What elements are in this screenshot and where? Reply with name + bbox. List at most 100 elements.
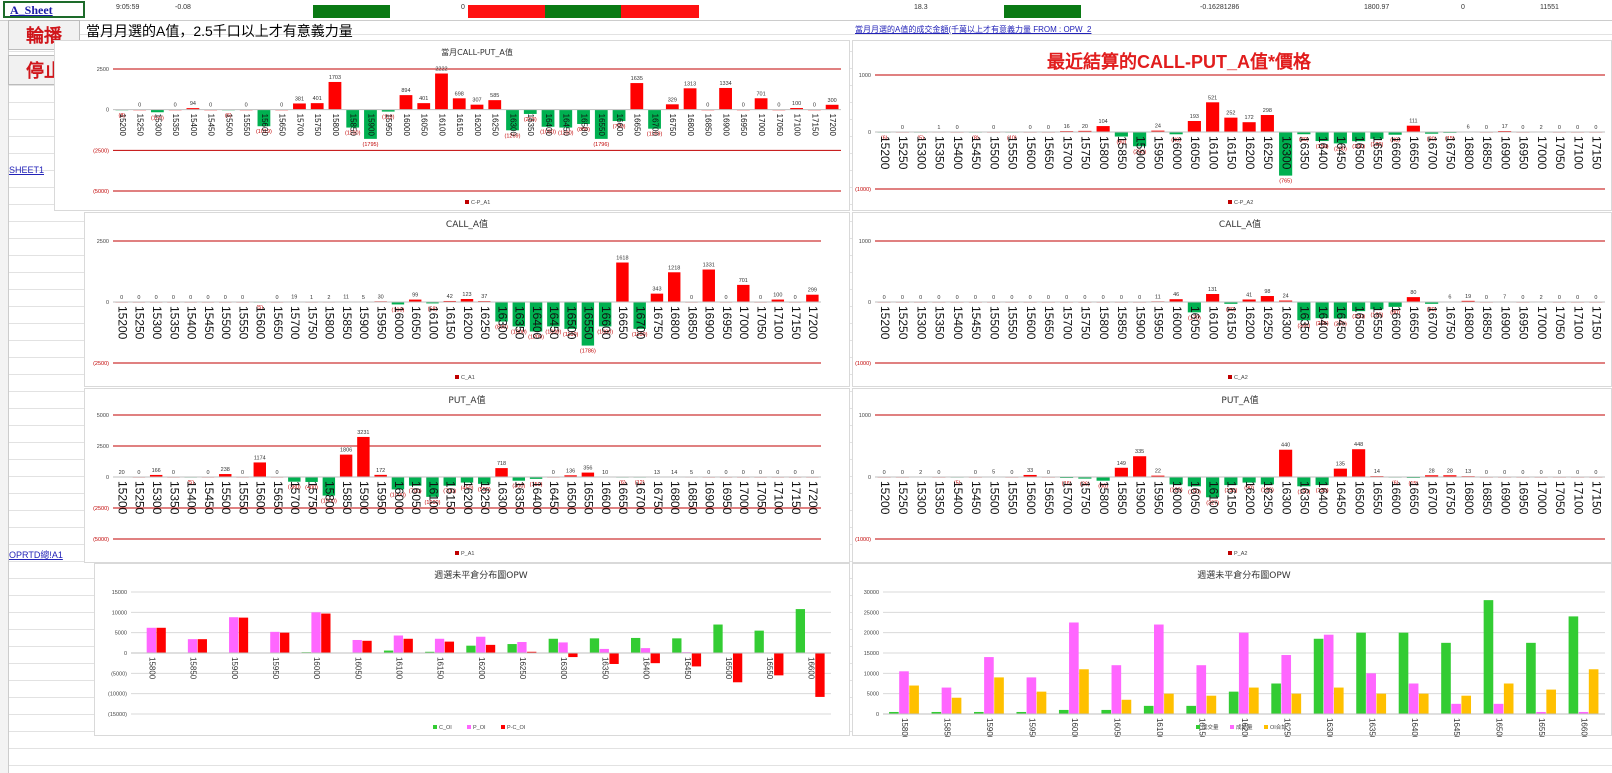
- data-label: 2: [1540, 125, 1543, 131]
- opw-source-link[interactable]: 當月月選的A值的成交金額(千萬以上才有意義力量 FROM : OPW_2: [855, 25, 1092, 34]
- bar: [374, 474, 387, 477]
- data-label: 0: [172, 295, 175, 301]
- x-tick-label: 16450: [683, 657, 692, 680]
- y-tick-label: 5000: [867, 692, 879, 698]
- x-tick-label: 16850: [685, 306, 699, 340]
- x-tick-label: 16400: [1410, 718, 1419, 737]
- bar: [399, 95, 413, 110]
- sheet1-link[interactable]: SHEET1: [9, 165, 45, 175]
- data-label: 0: [901, 470, 904, 476]
- x-tick-label: 16050: [1188, 481, 1202, 515]
- x-tick-label: 15900: [357, 481, 371, 515]
- data-label: 10: [602, 470, 608, 476]
- value-cell-2: 0: [461, 4, 465, 11]
- x-tick-label: 17100: [772, 306, 786, 340]
- bar: [1313, 638, 1324, 714]
- y-tick-label: (10000): [108, 692, 127, 698]
- x-tick-label: 15750: [305, 306, 319, 340]
- x-tick-label: 15900: [230, 657, 239, 680]
- y-tick-label: 1000: [859, 73, 871, 79]
- data-label: 0: [209, 103, 212, 109]
- x-tick-label: 15400: [951, 136, 965, 170]
- x-tick-label: 15800: [147, 657, 156, 680]
- data-label: (800): [495, 325, 508, 331]
- bar: [1483, 600, 1494, 714]
- bar: [713, 624, 723, 653]
- bar: [774, 653, 784, 676]
- bar: [321, 613, 331, 653]
- data-label: (1795): [363, 142, 379, 148]
- x-tick-label: 16450: [1334, 306, 1348, 340]
- data-label: (700): [613, 124, 626, 130]
- data-label: 3231: [357, 430, 369, 436]
- x-tick-label: 15750: [313, 114, 322, 137]
- data-label: 0: [1485, 125, 1488, 131]
- bar: [1279, 132, 1293, 176]
- call2-chart: CALL_A值 1000 0 (1000) 0 15200 0 15250 0 15300 0 153…: [855, 218, 1605, 381]
- data-label: (6): [1392, 480, 1399, 486]
- bar: [328, 81, 342, 110]
- cp2-chart: 1000 0 (1000) (6)15200 0 15250 (5)15300 1 15350 0…: [855, 73, 1605, 206]
- bar: [1333, 132, 1347, 144]
- data-label: (1209): [528, 334, 544, 340]
- bar: [1026, 677, 1037, 714]
- x-tick-label: 16200: [461, 481, 475, 515]
- x-tick-label: 15350: [171, 114, 180, 137]
- a-sheet-link[interactable]: A_Sheet: [10, 3, 53, 17]
- x-tick-label: 16550: [582, 306, 596, 340]
- x-tick-label: 15200: [115, 306, 129, 340]
- data-label: 5: [690, 470, 693, 476]
- bar: [383, 650, 394, 653]
- bar: [1151, 130, 1165, 132]
- bar: [1206, 477, 1220, 498]
- x-tick-label: 16800: [668, 481, 682, 515]
- bar: [1206, 294, 1220, 302]
- data-label: 19: [1465, 294, 1471, 300]
- data-label: 5: [992, 470, 995, 476]
- data-label: (1050): [540, 130, 556, 136]
- bar: [1333, 468, 1347, 477]
- data-label: (6): [225, 113, 232, 119]
- data-label: (1100): [632, 332, 648, 338]
- rotate-button[interactable]: 輪播: [8, 20, 80, 50]
- data-label: 0: [552, 470, 555, 476]
- x-tick-label: 16000: [392, 306, 406, 340]
- chart-title: CALL_A值: [1219, 218, 1261, 230]
- data-label: 0: [206, 470, 209, 476]
- data-label: (270): [1334, 321, 1347, 327]
- data-label: (170): [1188, 315, 1201, 321]
- x-tick-label: 15400: [185, 306, 199, 340]
- data-label: (90): [1244, 486, 1254, 492]
- data-label: 307: [472, 98, 481, 104]
- x-tick-label: 16250: [1282, 718, 1291, 737]
- data-label: (1796): [593, 142, 609, 148]
- x-tick-label: 15300: [914, 136, 928, 170]
- x-tick-label: 16000: [402, 114, 411, 137]
- x-tick-label: 15450: [969, 481, 983, 515]
- data-label: 0: [1558, 125, 1561, 131]
- x-tick-label: 17000: [737, 306, 751, 340]
- bar: [506, 109, 519, 131]
- bar: [974, 711, 984, 714]
- y-tick-label: 0: [868, 300, 871, 306]
- data-label: 701: [757, 91, 766, 97]
- bar: [1016, 711, 1027, 714]
- x-tick-label: 15500: [987, 306, 1001, 340]
- chart-panel-call2: CALL_A值 1000 0 (1000) 0 15200 0 15250 0 15300 0 153…: [852, 212, 1612, 387]
- data-label: (16): [1062, 481, 1072, 487]
- bar: [352, 639, 362, 653]
- data-label: 0: [794, 295, 797, 301]
- bar: [452, 98, 466, 110]
- bar: [381, 109, 395, 112]
- oprtd-link[interactable]: OPRTD總!A1: [9, 550, 63, 560]
- x-tick-label: 15600: [254, 306, 268, 340]
- bar: [1493, 703, 1504, 714]
- bar: [305, 477, 318, 482]
- x-tick-label: 16500: [1352, 481, 1366, 515]
- y-tick-label: 15000: [864, 651, 879, 657]
- y-tick-label: 2500: [97, 67, 109, 73]
- data-label: (8): [972, 135, 979, 141]
- y-tick-label: 25000: [864, 610, 879, 616]
- data-label: 0: [138, 103, 141, 109]
- x-tick-label: 15750: [1079, 306, 1093, 340]
